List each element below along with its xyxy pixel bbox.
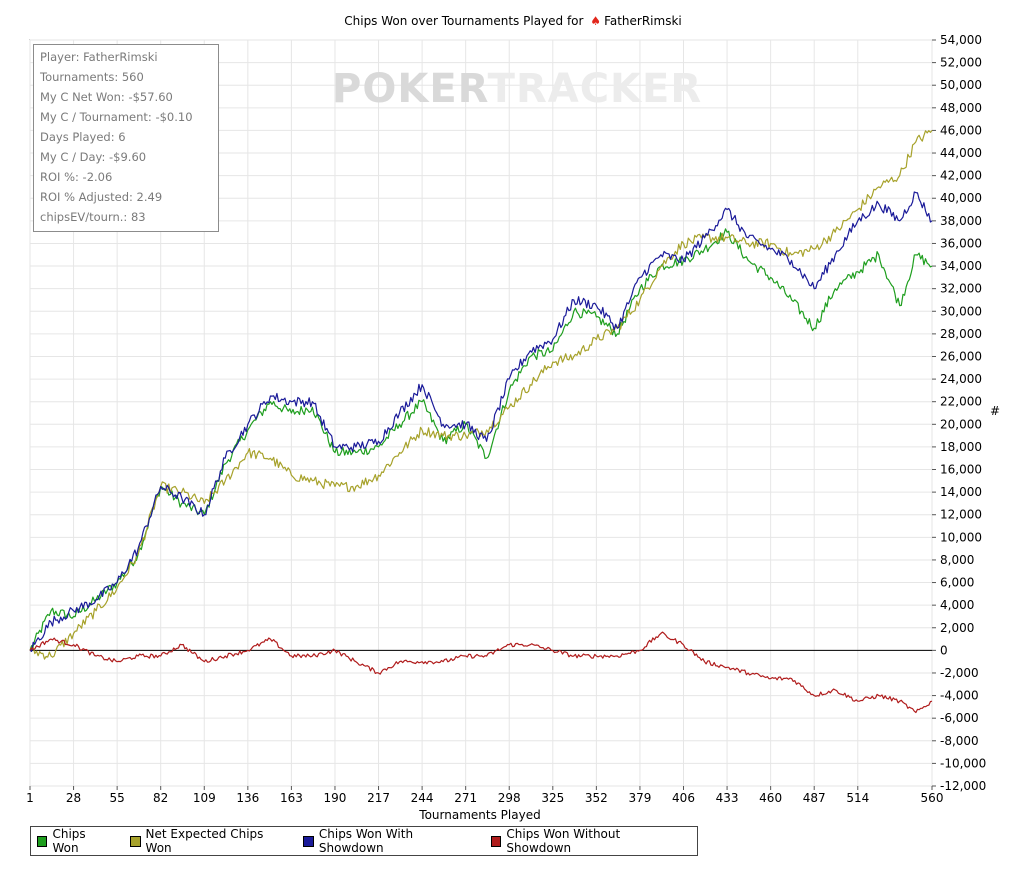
series-line-chips-won-with-showdown: [29, 191, 933, 652]
legend-item-net-expected[interactable]: Net Expected Chips Won: [130, 827, 285, 855]
y-tick-label: 0: [940, 643, 948, 657]
y-tick-label: 16,000: [940, 463, 982, 477]
legend-item-without-showdown[interactable]: Chips Won Without Showdown: [490, 827, 679, 855]
x-tick-label: 298: [498, 791, 521, 805]
stat-player: Player: FatherRimski: [40, 50, 158, 64]
y-tick-label: -10,000: [940, 756, 986, 770]
x-tick-label: 514: [846, 791, 869, 805]
watermark-part1: POKER: [332, 66, 488, 112]
y-tick-label: 10,000: [940, 530, 982, 544]
y-tick-label: 24,000: [940, 372, 982, 386]
watermark-logo: POKERTRACKER: [332, 66, 702, 112]
legend-label-net-expected: Net Expected Chips Won: [145, 827, 264, 855]
x-tick-label: 379: [628, 791, 651, 805]
legend-swatch-chips-won: [37, 835, 48, 847]
watermark-part2: TRACKER: [487, 66, 703, 112]
axes: 54,000 52,000 50,000 48,000 46,000 44,000 42,0…: [26, 33, 986, 805]
y-tick-label: -2,000: [940, 666, 979, 680]
legend-swatch-without-showdown: [490, 835, 502, 847]
stat-chipsev: chipsEV/tourn.: 83: [40, 210, 146, 224]
y-tick-label: 54,000: [940, 33, 982, 47]
series-line-chips-won: [29, 228, 933, 651]
y-tick-label: -8,000: [940, 734, 979, 748]
y-tick-label: 14,000: [940, 485, 982, 499]
y-tick-label: -12,000: [940, 779, 986, 793]
legend-item-chips-won[interactable]: Chips Won: [37, 827, 112, 855]
chart-title-text: Chips Won over Tournaments Played for: [344, 14, 584, 28]
y-tick-label: 48,000: [940, 101, 982, 115]
y-tick-label: 50,000: [940, 78, 982, 92]
series-line-chips-won-without-showdown: [29, 631, 933, 714]
y-tick-label: 28,000: [940, 327, 982, 341]
legend-item-with-showdown[interactable]: Chips Won With Showdown: [303, 827, 473, 855]
x-tick-label: 406: [672, 791, 695, 805]
x-tick-label: 82: [153, 791, 168, 805]
y-tick-label: 8,000: [940, 553, 974, 567]
stat-net-won: My C Net Won: -$57.60: [40, 90, 173, 104]
x-tick-label: 271: [454, 791, 477, 805]
y-tick-label: 4,000: [940, 598, 974, 612]
x-tick-label: 352: [585, 791, 608, 805]
y-tick-label: 36,000: [940, 236, 982, 250]
spade-icon: ♠: [590, 14, 602, 28]
legend-swatch-with-showdown: [303, 835, 314, 847]
y-tick-label: 34,000: [940, 259, 982, 273]
x-tick-label: 28: [66, 791, 81, 805]
x-tick-label: 487: [803, 791, 826, 805]
stat-per-tournament: My C / Tournament: -$0.10: [40, 110, 193, 124]
y-tick-label: 20,000: [940, 417, 982, 431]
y-tick-label: 6,000: [940, 576, 974, 590]
y-tick-label: -4,000: [940, 689, 979, 703]
y-tick-label: 38,000: [940, 214, 982, 228]
legend-swatch-net-expected: [130, 835, 141, 847]
y-tick-label: 46,000: [940, 123, 982, 137]
y-tick-label: 12,000: [940, 508, 982, 522]
x-tick-label: 433: [716, 791, 739, 805]
stats-box: Player: FatherRimski Tournaments: 560 My…: [33, 44, 219, 232]
legend-label-with-showdown: Chips Won With Showdown: [318, 827, 414, 855]
stat-roi-adjusted: ROI % Adjusted: 2.49: [40, 190, 163, 204]
x-tick-label: 217: [367, 791, 390, 805]
y-tick-label: -6,000: [940, 711, 979, 725]
y-tick-label: 52,000: [940, 56, 982, 70]
y-tick-label: 2,000: [940, 621, 974, 635]
stat-roi: ROI %: -2.06: [40, 170, 113, 184]
stat-per-day: My C / Day: -$9.60: [40, 150, 147, 164]
y-tick-label: 30,000: [940, 304, 982, 318]
x-tick-label: 1: [26, 791, 34, 805]
stat-days-played: Days Played: 6: [40, 130, 126, 144]
series-lines: [29, 130, 933, 714]
x-tick-label: 190: [324, 791, 347, 805]
x-axis-label: Tournaments Played: [419, 808, 541, 822]
x-tick-label: 244: [411, 791, 434, 805]
x-tick-label: 325: [541, 791, 564, 805]
y-tick-label: 22,000: [940, 395, 982, 409]
y-tick-label: 26,000: [940, 349, 982, 363]
x-tick-label: 109: [193, 791, 216, 805]
x-tick-label: 136: [236, 791, 259, 805]
chart-title-player: FatherRimski: [604, 14, 682, 28]
legend-label-without-showdown: Chips Won Without Showdown: [506, 827, 621, 855]
legend: Chips Won Net Expected Chips Won Chips W…: [30, 826, 698, 856]
stat-tournaments: Tournaments: 560: [40, 70, 144, 84]
legend-label-chips-won: Chips Won: [52, 827, 86, 855]
y-tick-label: 32,000: [940, 282, 982, 296]
chart-title: Chips Won over Tournaments Played for ♠ F…: [0, 14, 1026, 28]
y-tick-label: 44,000: [940, 146, 982, 160]
x-tick-label: 55: [109, 791, 124, 805]
y-tick-label: 40,000: [940, 191, 982, 205]
x-tick-label: 163: [280, 791, 303, 805]
x-tick-label: 560: [921, 791, 944, 805]
y-tick-label: 18,000: [940, 440, 982, 454]
y-axis-label: #: [990, 404, 1001, 418]
y-tick-label: 42,000: [940, 169, 982, 183]
x-tick-label: 460: [759, 791, 782, 805]
